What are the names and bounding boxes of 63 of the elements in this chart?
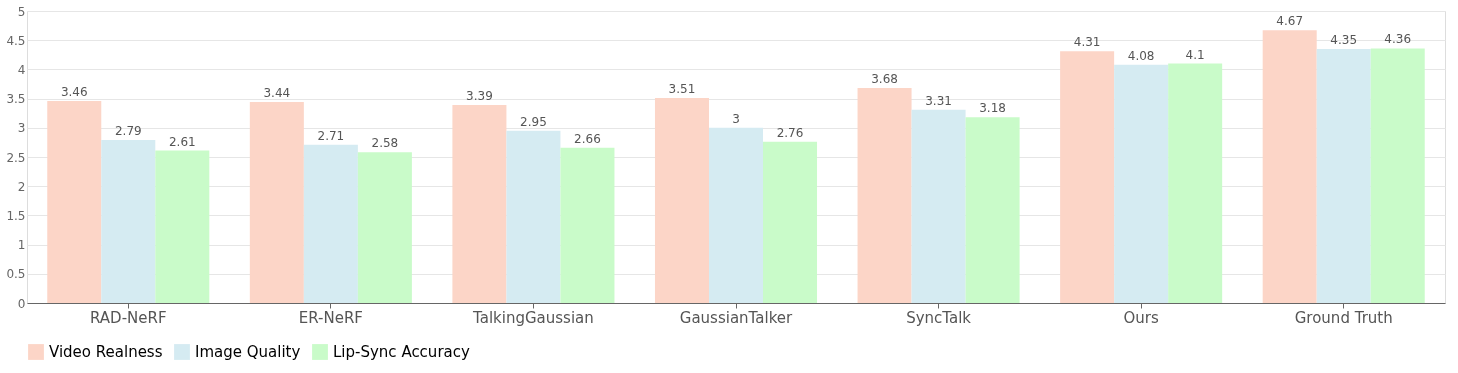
bar	[249, 102, 304, 303]
data-label: 3	[732, 111, 740, 126]
bar	[506, 130, 561, 303]
bar	[155, 150, 210, 303]
data-label: 4.1	[1185, 47, 1205, 62]
x-tick-label: Ground Truth	[1294, 308, 1393, 327]
legend-label: Image Quality	[195, 343, 301, 361]
legend-label: Video Realness	[49, 343, 163, 361]
bar	[1060, 51, 1115, 303]
bar	[1114, 64, 1169, 303]
data-label: 4.08	[1127, 48, 1155, 63]
bar	[763, 141, 818, 303]
data-label: 4.31	[1073, 35, 1101, 50]
bar	[1370, 48, 1425, 303]
data-label: 2.79	[114, 124, 142, 139]
y-tick-label: 1.5	[6, 208, 26, 223]
y-tick-label: 2.5	[6, 150, 26, 165]
x-tick-label: SyncTalk	[906, 308, 972, 327]
bar	[654, 98, 709, 303]
data-label: 4.36	[1384, 32, 1412, 47]
x-tick-label: Ours	[1123, 308, 1159, 327]
y-tick-label: 4.5	[6, 33, 26, 48]
data-label: 2.71	[317, 128, 345, 143]
bar	[965, 117, 1020, 303]
x-tick-label: ER-NeRF	[298, 308, 363, 327]
bar	[560, 147, 615, 303]
bar	[47, 100, 102, 303]
data-label: 3.18	[979, 101, 1006, 116]
y-tick-label: 1	[17, 238, 26, 253]
bar	[303, 144, 358, 303]
bar	[1262, 30, 1317, 303]
y-tick-label: 0.5	[6, 267, 26, 282]
y-tick-label: 3.5	[6, 92, 26, 107]
x-tick-label: GaussianTalker	[679, 308, 794, 327]
data-label: 2.61	[168, 134, 196, 149]
y-tick-label: 4	[17, 62, 26, 77]
data-label: 3.39	[466, 89, 493, 104]
data-label: 3.46	[60, 84, 88, 99]
x-tick-label: TalkingGaussian	[472, 308, 594, 327]
bar	[101, 140, 156, 303]
data-label: 2.76	[776, 125, 804, 140]
data-label: 2.95	[520, 114, 547, 129]
y-tick-label: 3	[17, 121, 26, 136]
y-tick-label: 2	[17, 179, 26, 194]
bar	[1316, 48, 1371, 303]
x-tick-label: RAD-NeRF	[90, 308, 167, 327]
data-label: 3.44	[263, 86, 291, 101]
data-label: 2.58	[371, 136, 399, 151]
data-label: 3.68	[871, 72, 898, 87]
bar	[857, 88, 912, 303]
y-tick-label: 0	[17, 296, 26, 311]
data-label: 3.51	[668, 82, 696, 97]
data-label: 4.67	[1276, 14, 1304, 29]
y-tick-label: 5	[17, 4, 26, 19]
data-label: 3.31	[925, 93, 952, 108]
bar	[708, 127, 764, 303]
legend-label: Lip-Sync Accuracy	[333, 343, 470, 361]
bar	[452, 105, 507, 303]
data-label: 2.66	[574, 131, 601, 146]
bar	[357, 152, 412, 303]
data-label: 4.35	[1330, 32, 1358, 47]
bar	[1168, 63, 1223, 303]
bar	[911, 109, 966, 303]
